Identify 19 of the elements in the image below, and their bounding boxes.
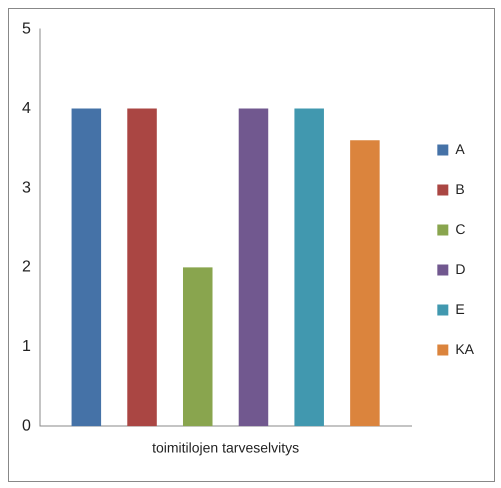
y-tick-label: 1 <box>22 338 31 356</box>
bar <box>294 108 324 426</box>
y-tick-label: 3 <box>22 179 31 196</box>
bar <box>238 108 268 426</box>
legend-label: E <box>455 300 465 317</box>
bar <box>127 108 157 426</box>
bar <box>350 140 380 426</box>
legend-label: A <box>455 140 466 157</box>
y-tick-label: 5 <box>22 20 31 38</box>
y-tick-label: 0 <box>22 418 31 435</box>
bar <box>72 108 102 426</box>
legend-label: B <box>455 180 465 197</box>
legend-label: KA <box>455 340 475 357</box>
bar <box>182 267 213 426</box>
legend-label: D <box>455 260 466 277</box>
y-tick-label: 2 <box>22 258 31 276</box>
x-tick-label: toimitilojen tarveselvitys <box>152 439 300 456</box>
legend-label: C <box>455 220 466 237</box>
y-tick-label: 4 <box>22 100 31 117</box>
